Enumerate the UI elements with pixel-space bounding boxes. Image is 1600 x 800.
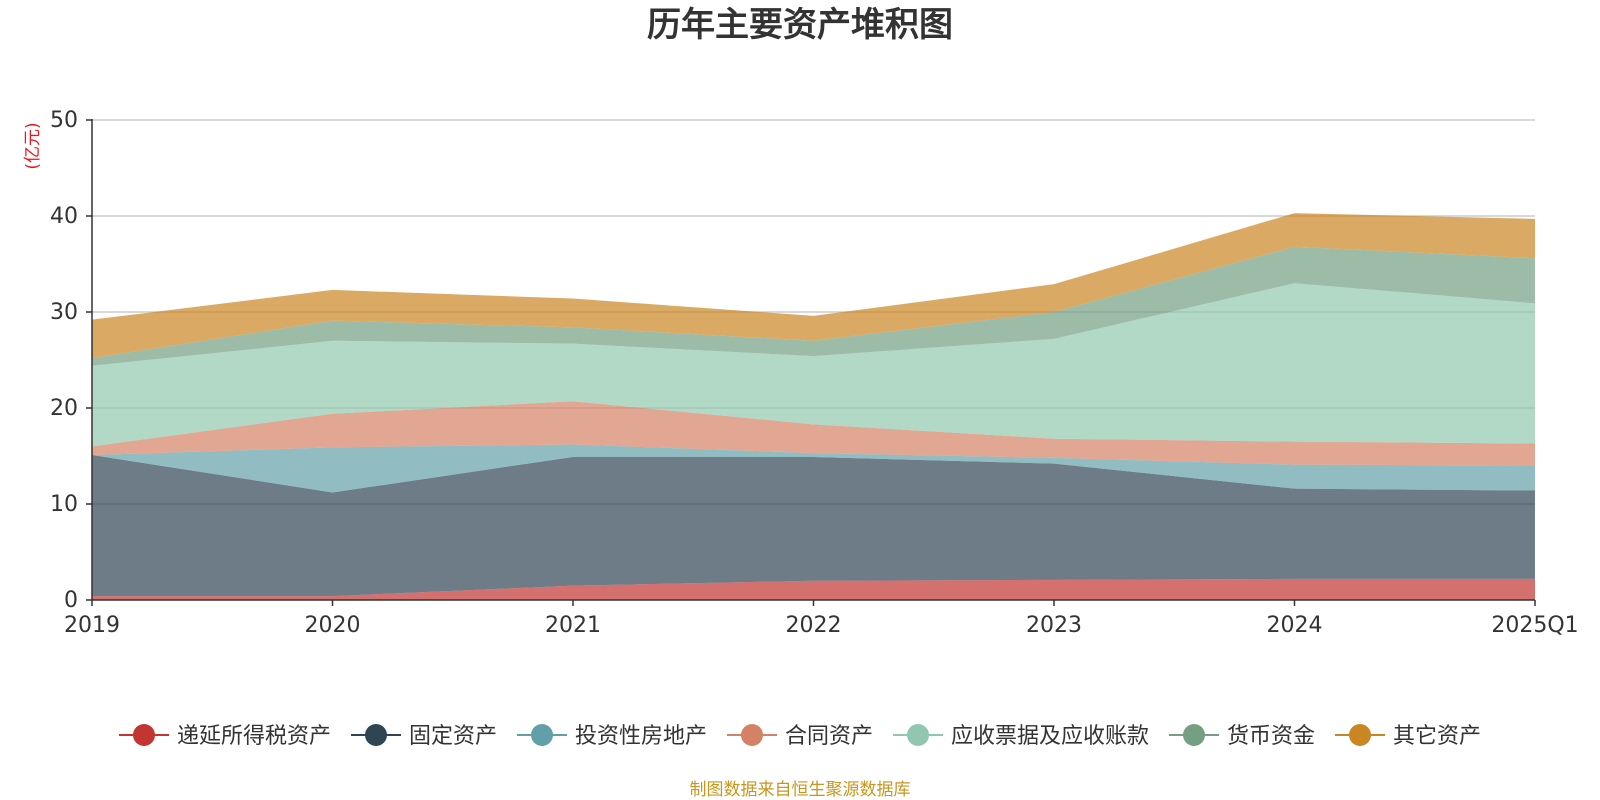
x-tick-label: 2023 — [1026, 613, 1082, 638]
legend: 递延所得税资产 固定资产 投资性房地产 合同资产 应收票据及应收账款 货币资金 其它资产 — [119, 724, 1481, 749]
legend-marker — [741, 724, 763, 746]
axes — [86, 119, 1536, 606]
x-tick-label: 2025Q1 — [1491, 613, 1578, 638]
legend-label: 应收票据及应收账款 — [951, 724, 1149, 749]
area-series-6 — [92, 246, 1535, 366]
legend-marker — [1349, 724, 1371, 746]
area-series-2 — [92, 455, 1535, 597]
area-series-7 — [92, 213, 1535, 359]
legend-marker — [365, 724, 387, 746]
area-series-3 — [92, 444, 1535, 493]
y-tick-label: 10 — [50, 492, 78, 517]
source-note: 制图数据来自恒生聚源数据库 — [690, 780, 911, 800]
x-tick-label: 2021 — [545, 613, 601, 638]
area-series-1 — [92, 578, 1535, 600]
area-series — [92, 213, 1535, 600]
y-tick-labels: 0 10 20 30 40 50 — [50, 108, 78, 613]
legend-label: 其它资产 — [1393, 724, 1481, 749]
area-series-4 — [92, 401, 1535, 466]
x-tick-label: 2020 — [305, 613, 361, 638]
x-tick-labels: 2019 2020 2021 2022 2023 2024 2025Q1 — [64, 613, 1579, 638]
y-tick-label: 0 — [64, 588, 78, 613]
y-tick-label: 20 — [50, 396, 78, 421]
legend-marker — [907, 724, 929, 746]
chart-title: 历年主要资产堆积图 — [647, 5, 953, 45]
legend-label: 合同资产 — [785, 724, 873, 749]
y-tick-label: 30 — [50, 300, 78, 325]
legend-item-5[interactable]: 应收票据及应收账款 — [893, 724, 1149, 749]
y-tick-label: 40 — [50, 204, 78, 229]
legend-marker — [133, 724, 155, 746]
x-tick-label: 2024 — [1267, 613, 1323, 638]
legend-label: 货币资金 — [1227, 724, 1315, 749]
legend-item-4[interactable]: 合同资产 — [727, 724, 873, 749]
x-tick-label: 2019 — [64, 613, 120, 638]
legend-item-2[interactable]: 固定资产 — [351, 724, 497, 749]
y-axis-unit-label: (亿元) — [23, 122, 43, 169]
x-tick-label: 2022 — [786, 613, 842, 638]
legend-label: 投资性房地产 — [575, 724, 707, 749]
legend-item-1[interactable]: 递延所得税资产 — [119, 724, 331, 749]
legend-item-3[interactable]: 投资性房地产 — [517, 724, 707, 749]
legend-label: 递延所得税资产 — [177, 724, 331, 749]
legend-marker — [531, 724, 553, 746]
legend-item-7[interactable]: 其它资产 — [1335, 724, 1481, 749]
area-series-5 — [92, 283, 1535, 447]
y-tick-label: 50 — [50, 108, 78, 133]
legend-marker — [1183, 724, 1205, 746]
legend-label: 固定资产 — [409, 724, 497, 749]
legend-item-6[interactable]: 货币资金 — [1169, 724, 1315, 749]
